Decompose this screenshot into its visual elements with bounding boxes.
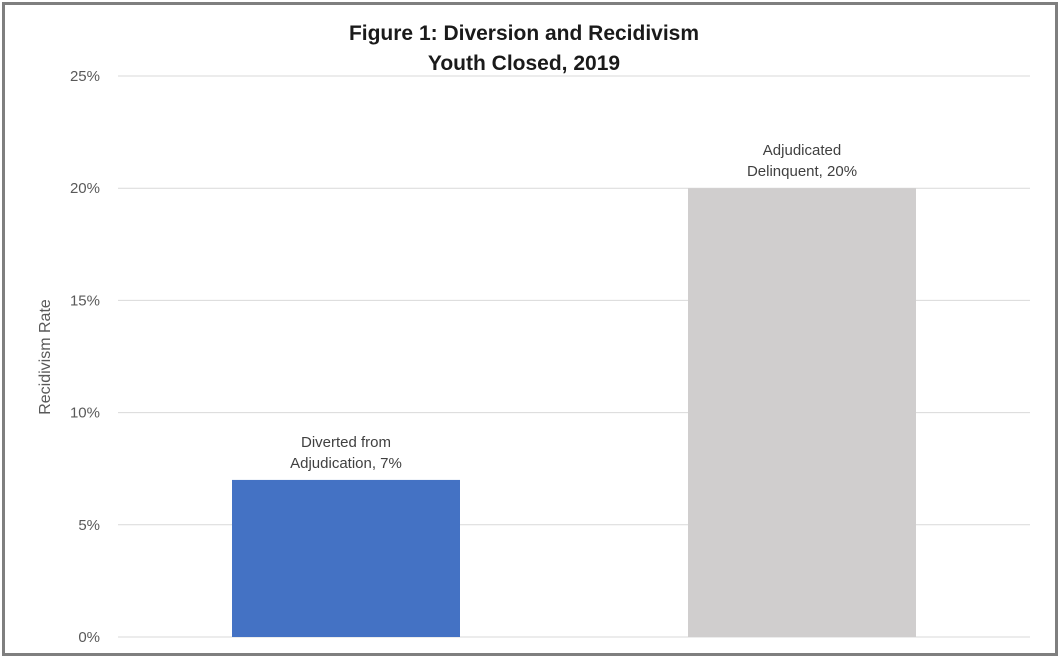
y-tick-label: 5% <box>78 517 100 534</box>
data-label-bar-1-line-2: Adjudication, 7% <box>290 455 402 472</box>
y-tick-label: 0% <box>78 629 100 646</box>
data-label-bar-1-line-1: Diverted from <box>301 434 391 451</box>
y-tick-label: 20% <box>70 180 100 197</box>
data-label-bar-2-line-2: Delinquent, 20% <box>747 163 857 180</box>
y-axis-ticks: 0% 5% 10% 15% 20% 25% <box>70 68 100 646</box>
data-label-bar-2-line-1: Adjudicated <box>763 142 841 159</box>
bar-adjudicated-delinquent <box>688 188 916 637</box>
data-labels: Diverted from Adjudication, 7% Adjudicated… <box>290 142 857 472</box>
chart-title-line-1: Figure 1: Diversion and Recidivism <box>349 22 699 45</box>
bar-diverted-from-adjudication <box>232 479 460 637</box>
y-tick-label: 25% <box>70 68 100 85</box>
y-tick-label: 10% <box>70 405 100 422</box>
chart-title-line-2: Youth Closed, 2019 <box>428 52 620 75</box>
y-tick-label: 15% <box>70 292 100 309</box>
y-axis-title: Recidivism Rate <box>37 299 54 415</box>
bars <box>232 188 916 637</box>
